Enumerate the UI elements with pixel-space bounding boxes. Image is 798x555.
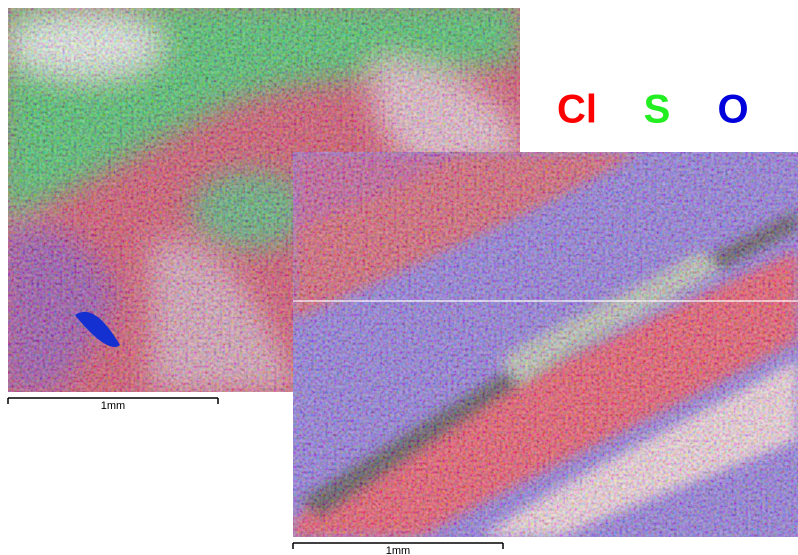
eds-map-2 bbox=[293, 152, 798, 537]
legend-label: Cl bbox=[557, 88, 597, 132]
scale-bar-label: 1mm bbox=[386, 545, 410, 555]
scale-bar-label: 1mm bbox=[101, 400, 125, 412]
legend-label: S bbox=[644, 88, 671, 132]
figure: 1mm 1mm Cl S O bbox=[0, 0, 798, 555]
legend-label: O bbox=[717, 88, 748, 132]
